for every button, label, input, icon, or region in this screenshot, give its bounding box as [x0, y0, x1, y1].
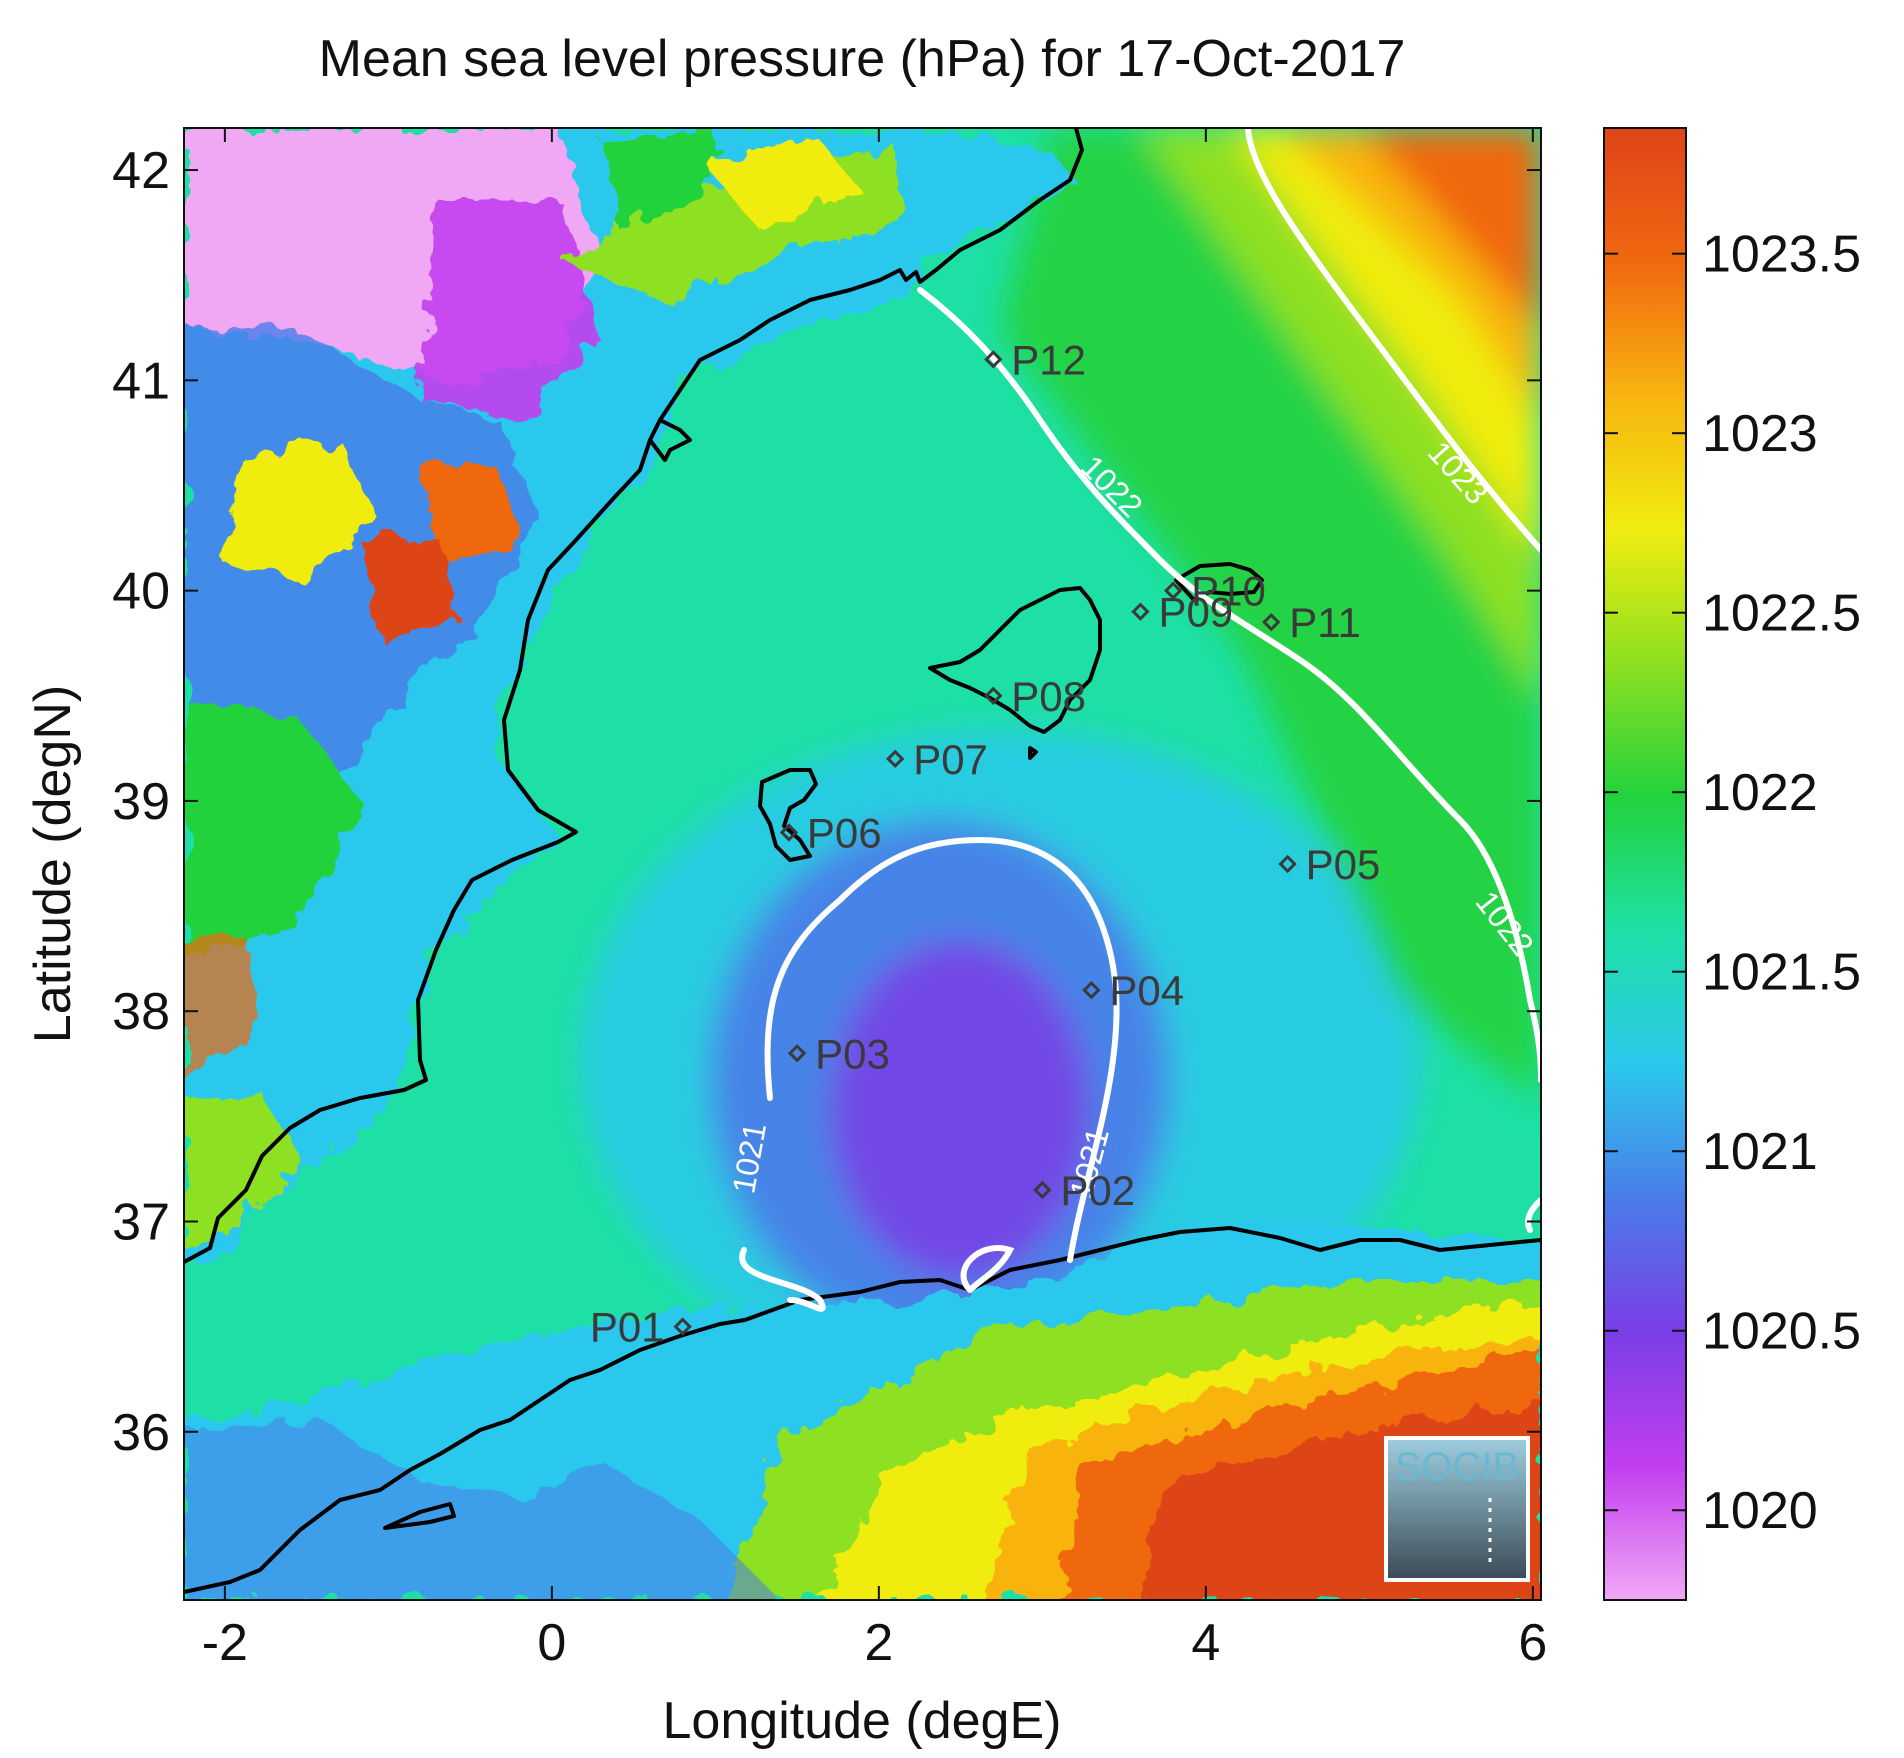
- site-label: P02: [1060, 1167, 1135, 1214]
- x-tick-label: -2: [202, 1614, 248, 1672]
- pressure-contours: [739, 128, 1541, 1312]
- y-tick-label: 40: [112, 563, 170, 621]
- africa-land-field: [184, 1220, 1541, 1600]
- site-p02[interactable]: P02: [1033, 1167, 1135, 1214]
- site-label: P05: [1306, 841, 1381, 888]
- y-tick-label: 42: [112, 142, 170, 200]
- site-p07[interactable]: P07: [886, 736, 988, 783]
- site-label: P11: [1289, 599, 1361, 646]
- site-diamond-icon: [984, 686, 1003, 705]
- site-diamond-icon: [984, 350, 1003, 369]
- colorbar-tick-label: 1020.5: [1702, 1303, 1861, 1361]
- y-tick-label: 41: [112, 352, 170, 410]
- y-tick-label: 37: [112, 1193, 170, 1251]
- y-tick-label: 36: [112, 1404, 170, 1462]
- colorbar-tick-label: 1023.5: [1702, 226, 1861, 284]
- site-diamond-icon: [673, 1317, 692, 1336]
- site-diamond-icon: [1033, 1180, 1052, 1200]
- x-axis-label: Longitude (degE): [663, 1692, 1062, 1750]
- site-label: P01: [590, 1304, 665, 1351]
- land-field: [184, 128, 1075, 1270]
- colorbar-tick-label: 1021: [1702, 1123, 1818, 1181]
- site-p05[interactable]: P05: [1278, 841, 1381, 888]
- site-p06[interactable]: P06: [779, 809, 882, 856]
- x-tick-label: 2: [864, 1614, 893, 1672]
- contour-1021-base: [739, 1247, 826, 1312]
- y-axis-ticks: 36 37 38 39 40 41 42: [112, 142, 1541, 1462]
- colorbar-ticks: 1020 1020.5 1021 1021.5 1022 1022.5 1023 1023.5: [1604, 226, 1861, 1540]
- site-label: P07: [913, 736, 988, 783]
- plot-frame: [183, 127, 1542, 1601]
- site-label: P04: [1109, 967, 1184, 1014]
- y-axis-label: Latitude (degN): [24, 685, 82, 1043]
- site-diamond-icon: [787, 1044, 807, 1063]
- contour-1021-blob: [960, 1245, 1015, 1293]
- contour-1022: [917, 287, 1541, 1083]
- site-label: P12: [1011, 336, 1086, 383]
- colorbar-tick-label: 1022.5: [1702, 585, 1861, 643]
- site-label: P06: [807, 809, 882, 856]
- x-tick-label: 0: [537, 1614, 566, 1672]
- x-axis-ticks: -2 0 2 4 6: [202, 128, 1547, 1672]
- site-p12[interactable]: P12: [984, 336, 1086, 383]
- y-tick-label: 39: [112, 773, 170, 831]
- pressure-field-map: 1021 1021 1022 1022 1023 SOCIB P01P02P03…: [184, 128, 1541, 1600]
- y-tick-label: 38: [112, 983, 170, 1041]
- figure-title: Mean sea level pressure (hPa) for 17-Oct…: [319, 30, 1406, 88]
- contour-1021-south: [764, 836, 1120, 1263]
- colorbar-tick-label: 1023: [1702, 405, 1818, 463]
- coastline: [184, 128, 1541, 1594]
- site-p04[interactable]: P04: [1082, 967, 1184, 1014]
- site-p10[interactable]: P10: [1163, 568, 1266, 615]
- contour-1023: [1245, 128, 1541, 553]
- site-label: P10: [1191, 568, 1266, 615]
- site-p11[interactable]: P11: [1262, 599, 1361, 646]
- contour-1022-se: [1525, 1197, 1541, 1233]
- site-diamond-icon: [1262, 612, 1281, 632]
- socib-logo-text: SOCIB: [1395, 1445, 1519, 1489]
- colorbar: [1603, 127, 1687, 1601]
- colorbar-tick-label: 1021.5: [1702, 944, 1861, 1002]
- x-tick-label: 4: [1191, 1614, 1220, 1672]
- site-label: P08: [1011, 673, 1086, 720]
- site-diamond-icon: [886, 749, 905, 769]
- x-tick-label: 6: [1518, 1614, 1547, 1672]
- site-diamond-icon: [1082, 980, 1101, 1000]
- site-diamond-icon: [1131, 602, 1150, 621]
- socib-logo: SOCIB: [1384, 1436, 1530, 1582]
- site-diamond-icon: [1278, 854, 1297, 874]
- site-diamond-icon: [1163, 581, 1183, 600]
- site-p01[interactable]: P01: [590, 1304, 692, 1351]
- site-p08[interactable]: P08: [984, 673, 1086, 720]
- site-p03[interactable]: P03: [787, 1030, 890, 1077]
- colorbar-tick-label: 1022: [1702, 764, 1818, 822]
- site-diamond-icon: [779, 823, 799, 842]
- site-label: P03: [815, 1030, 890, 1077]
- colorbar-tick-label: 1020: [1702, 1482, 1818, 1540]
